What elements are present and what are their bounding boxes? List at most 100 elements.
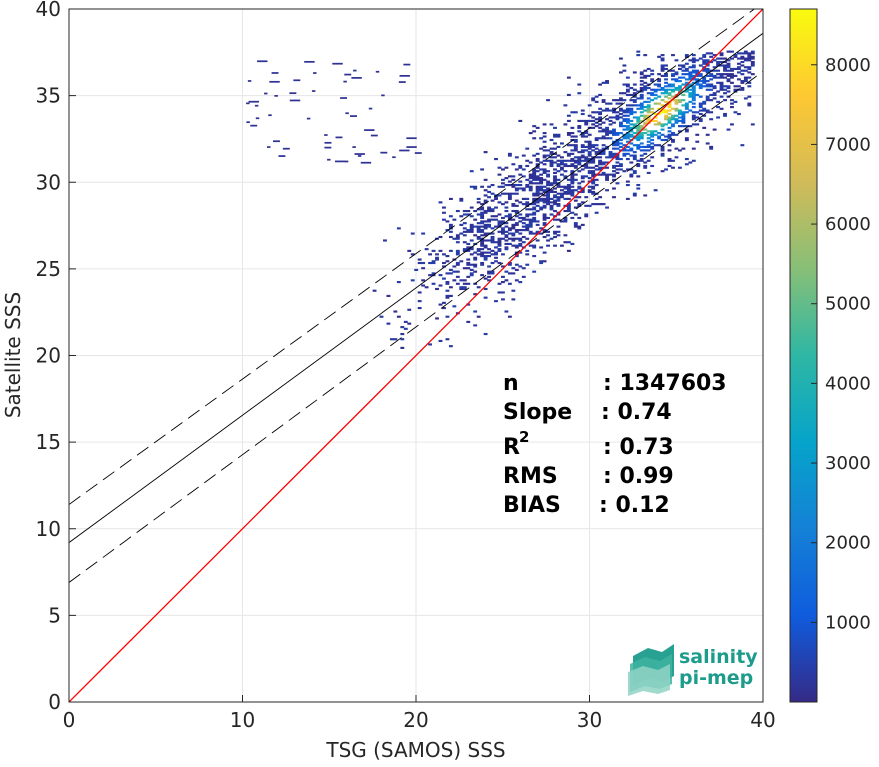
density-bin	[487, 255, 492, 258]
density-bin	[594, 156, 599, 159]
density-bin	[452, 265, 457, 268]
density-bin	[639, 73, 644, 76]
density-bin	[736, 78, 741, 81]
density-bin	[577, 227, 582, 230]
density-bin	[466, 320, 471, 323]
density-bin	[653, 123, 658, 126]
density-bin	[566, 152, 571, 155]
density-bin	[580, 175, 585, 178]
density-bin	[483, 194, 488, 197]
density-bin	[622, 83, 627, 86]
density-bin	[698, 85, 703, 88]
density-bin	[605, 161, 609, 164]
x-tick-label: 10	[230, 708, 255, 732]
density-bin	[643, 152, 648, 155]
density-bin	[528, 208, 533, 211]
density-bin	[511, 203, 516, 206]
density-bin	[705, 60, 710, 64]
density-bin	[660, 133, 665, 136]
density-bin	[664, 168, 668, 171]
density-bin	[542, 135, 547, 138]
density-bin	[257, 60, 268, 63]
density-bin	[740, 80, 745, 83]
density-bin	[532, 125, 537, 128]
density-bin	[660, 147, 665, 150]
density-bin	[504, 235, 509, 239]
density-bin	[563, 197, 568, 200]
density-bin	[605, 80, 609, 83]
density-bin	[476, 201, 481, 204]
density-bin	[532, 197, 537, 200]
density-bin	[573, 159, 578, 162]
density-bin	[424, 286, 429, 289]
density-bin	[553, 244, 557, 247]
density-bin	[462, 230, 467, 233]
density-bin	[608, 152, 613, 155]
density-bin	[473, 185, 478, 188]
density-bin	[514, 230, 519, 233]
density-bin	[542, 123, 547, 126]
stat-value-r2: : 0.73	[603, 435, 674, 460]
density-bin	[570, 175, 575, 178]
density-bin	[483, 255, 488, 258]
density-bin	[487, 251, 492, 254]
density-bin	[691, 97, 696, 100]
density-bin	[566, 119, 571, 123]
density-bin	[573, 161, 578, 164]
density-bin	[466, 261, 471, 265]
density-bin	[480, 234, 485, 237]
density-bin	[542, 159, 547, 162]
density-bin	[546, 194, 550, 197]
density-bin	[691, 71, 696, 74]
density-bin	[643, 161, 648, 164]
density-bin	[702, 114, 707, 117]
density-bin	[674, 119, 679, 123]
density-bin	[636, 147, 641, 150]
density-bin	[511, 163, 516, 166]
density-bin	[608, 102, 613, 105]
density-bin	[691, 78, 696, 81]
density-bin	[691, 86, 696, 90]
density-bin	[483, 277, 488, 280]
density-bin	[601, 128, 606, 131]
density-bin	[487, 270, 492, 273]
density-bin	[622, 92, 627, 95]
density-bin	[476, 213, 481, 216]
density-bin	[542, 213, 547, 216]
density-bin	[480, 274, 485, 277]
density-bin	[612, 178, 616, 181]
density-bin	[705, 88, 710, 91]
density-bin	[566, 197, 571, 200]
density-bin	[664, 111, 668, 114]
density-bin	[497, 213, 502, 216]
density-bin	[650, 88, 655, 91]
density-bin	[480, 251, 485, 254]
density-bin	[591, 185, 596, 188]
density-bin	[591, 123, 596, 126]
density-bin	[587, 142, 592, 145]
density-bin	[750, 64, 755, 67]
density-bin	[629, 111, 634, 114]
density-bin	[684, 69, 689, 72]
density-bin	[428, 343, 433, 346]
density-bin	[723, 66, 727, 69]
density-bin	[487, 209, 492, 213]
density-bin	[719, 86, 724, 90]
density-bin	[473, 225, 478, 228]
density-bin	[476, 235, 481, 239]
density-bin	[532, 137, 537, 140]
x-tick-label: 20	[403, 708, 428, 732]
density-bin	[455, 237, 460, 240]
density-bin	[702, 60, 707, 64]
density-bin	[539, 261, 544, 265]
density-bin	[639, 154, 644, 157]
density-bin	[625, 149, 630, 152]
density-bin	[657, 85, 662, 88]
density-bin	[539, 180, 544, 183]
density-bin	[587, 170, 592, 173]
density-bin	[684, 85, 689, 88]
density-bin	[556, 230, 561, 233]
density-bin	[573, 196, 578, 199]
density-bin	[719, 54, 724, 57]
density-bin	[521, 241, 526, 244]
